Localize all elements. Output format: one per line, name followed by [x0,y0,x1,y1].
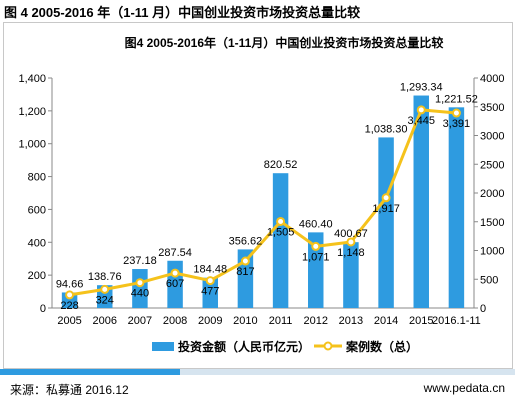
right-axis-tick-label: 2500 [480,159,504,171]
bar-data-label: 1,038.30 [365,123,408,135]
bar [308,232,324,308]
bar-data-label: 400.67 [334,228,368,240]
right-axis-tick-label: 4000 [480,73,504,85]
bar-data-label: 356.62 [229,235,263,247]
line-marker [311,241,321,251]
left-axis-tick-label: 200 [28,270,46,282]
left-axis-tick-label: 800 [28,172,46,184]
line-marker [100,284,110,294]
line-marker [65,290,75,300]
line-marker [240,256,250,266]
legend-label-investment: 投资金额（人民币亿元） [178,339,310,354]
line-data-label: 1,505 [267,226,295,238]
x-axis-tick-label: 2013 [339,315,363,327]
left-axis-tick-label: 600 [28,204,46,216]
bar-data-label: 820.52 [264,159,298,171]
bar [202,277,218,308]
right-axis-tick-label: 3000 [480,131,504,143]
left-axis-tick-label: 1,000 [18,139,46,151]
line-data-label: 228 [60,300,78,312]
x-axis-tick-label: 2012 [304,315,328,327]
website-link[interactable]: www.pedata.cn [423,381,505,395]
line-data-label: 3,391 [443,118,471,130]
left-axis-tick-label: 1,400 [18,73,46,85]
bar [343,242,359,308]
line-data-label: 817 [236,266,254,278]
line-marker [205,276,215,286]
page-title: 图 4 2005-2016 年（1-11 月）中国创业投资市场投资总量比较 [4,5,361,20]
left-axis-tick-label: 400 [28,237,46,249]
line-marker [416,105,426,115]
line-data-label: 3,445 [407,115,435,127]
line-marker [135,278,145,288]
x-axis-tick-label: 2007 [128,315,152,327]
x-axis-tick-label: 2008 [163,315,187,327]
chart-panel: 图4 2005-2016年（1-11月）中国创业投资市场投资总量比较 0 200 4… [3,22,513,369]
bar-line-chart: 图4 2005-2016年（1-11月）中国创业投资市场投资总量比较 0 200 4… [18,35,504,354]
line-marker [451,108,461,118]
footer-divider-track [180,369,515,375]
line-data-label: 440 [131,288,149,300]
footer-divider-accent [0,369,180,375]
chart-title: 图4 2005-2016年（1-11月）中国创业投资市场投资总量比较 [125,35,444,50]
x-axis-tick-label: 2005 [57,315,81,327]
x-axis-tick-label: 2014 [374,315,398,327]
bar [132,269,148,308]
line-data-label: 1,148 [337,247,365,259]
right-axis-tick-label: 1500 [480,217,504,229]
line-data-label: 1,917 [372,203,400,215]
case-count-line [69,108,457,297]
x-axis-tick-label: 2011 [269,315,293,327]
bar-data-label: 94.66 [56,278,84,290]
line-marker [381,193,391,203]
bar-data-label: 1,293.34 [400,82,443,94]
source-note: 来源：私募通 2016.12 [10,383,129,397]
bar-data-label: 287.54 [158,247,192,259]
x-axis-tick-label: 2006 [93,315,117,327]
line-marker [276,216,286,226]
bar-data-label: 460.40 [299,218,333,230]
bar-data-label: 1,221.52 [435,93,478,105]
footer-divider [0,369,515,375]
bar-data-label: 237.18 [123,255,157,267]
legend-swatch-cases-marker [323,341,333,351]
bar-data-label: 138.76 [88,271,122,283]
line-marker [170,268,180,278]
line-data-label: 1,071 [302,251,330,263]
right-axis-tick-label: 3500 [480,102,504,114]
left-axis-tick-label: 1,200 [18,106,46,118]
line-marker [346,237,356,247]
x-axis-tick-label: 2009 [198,315,222,327]
right-axis-tick-label: 500 [480,274,498,286]
bar-data-label: 184.48 [193,264,227,276]
left-axis-tick-label: 0 [40,303,46,315]
bar [378,137,394,308]
x-axis-tick-label: 2016.1-11 [432,315,481,327]
x-axis-tick-label: 2015 [409,315,433,327]
line-data-label: 477 [201,286,219,298]
line-data-label: 607 [166,278,184,290]
right-axis-tick-label: 0 [480,303,486,315]
right-axis-tick-label: 2000 [480,188,504,200]
bar [413,95,429,309]
line-data-label: 324 [96,294,114,306]
legend-label-cases: 案例数（总） [345,339,418,354]
x-axis-tick-label: 2010 [233,315,257,327]
right-axis-tick-label: 1000 [480,246,504,258]
legend-swatch-investment [152,342,174,351]
bar [272,173,289,308]
bar [448,107,465,308]
